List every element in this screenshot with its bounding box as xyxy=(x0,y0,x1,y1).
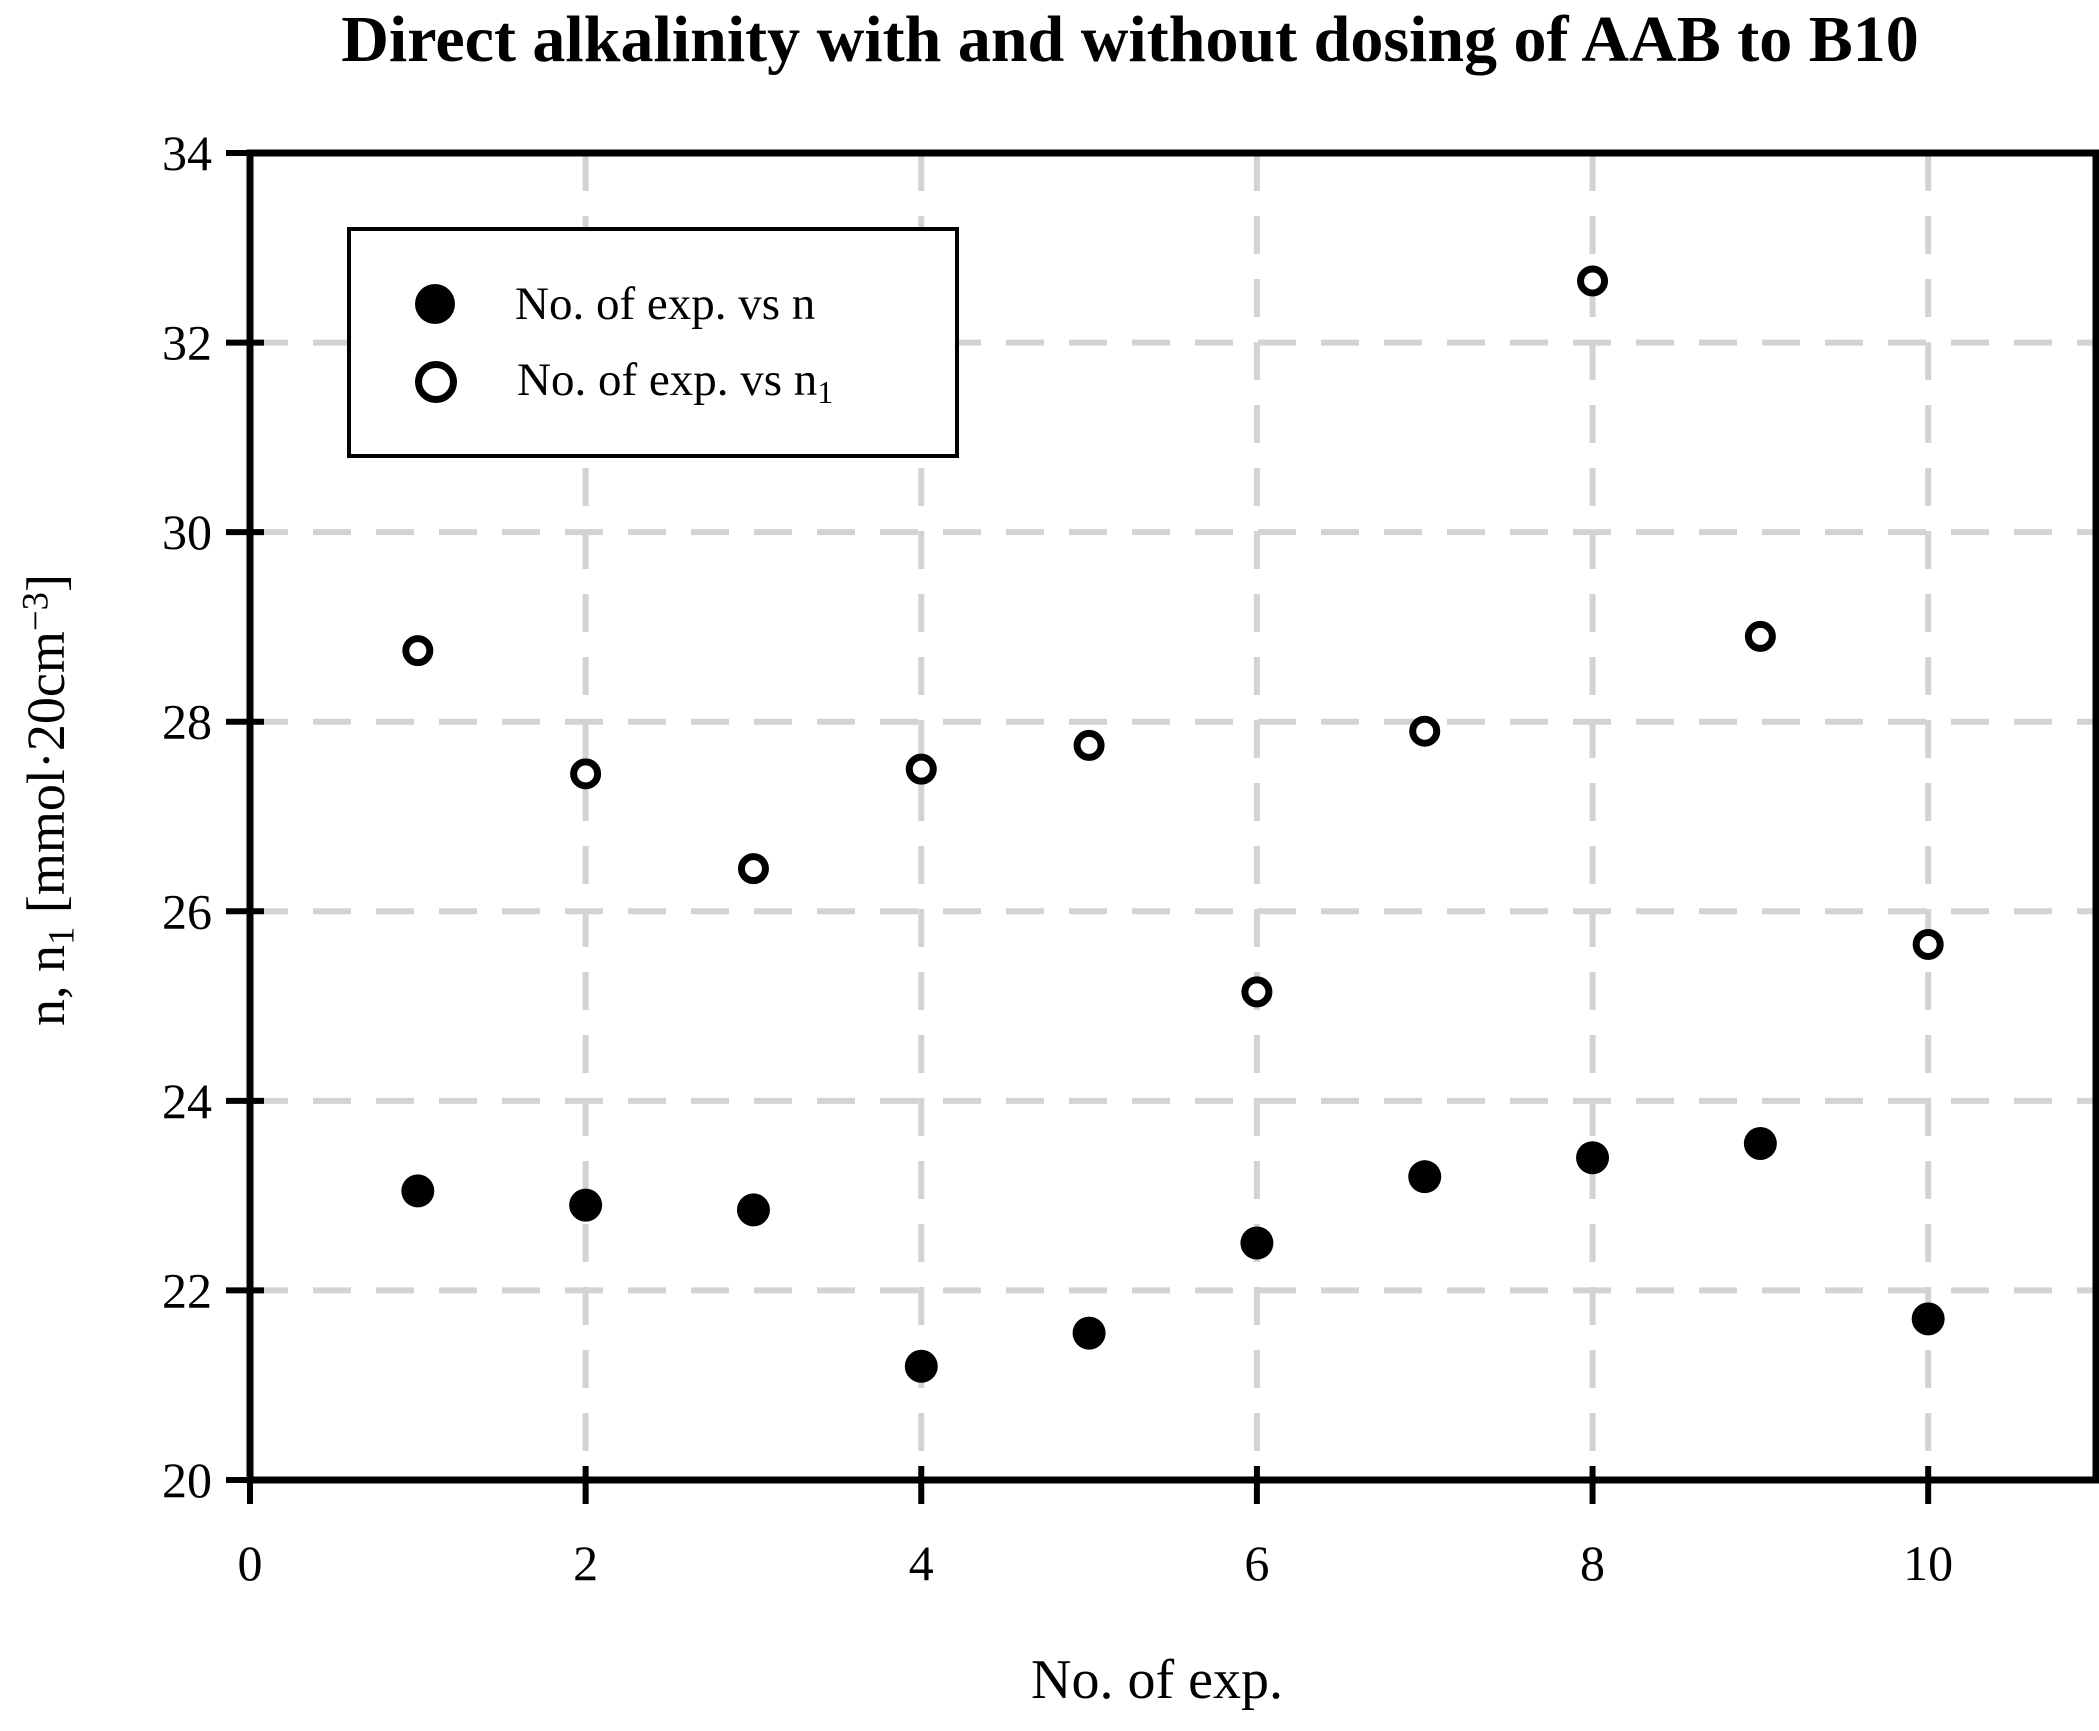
y-tick-label: 28 xyxy=(162,694,212,750)
data-point-n xyxy=(904,1349,938,1383)
data-point-n1 xyxy=(737,853,769,885)
legend-label-n: No. of exp. vs n xyxy=(515,277,816,330)
legend-item-n: No. of exp. vs n xyxy=(351,278,955,330)
y-tick-label: 22 xyxy=(162,1262,212,1318)
y-tick-label: 32 xyxy=(162,315,212,371)
data-point-n1 xyxy=(1577,265,1609,297)
data-point-n1 xyxy=(1912,928,1944,960)
open-circle-marker-icon xyxy=(415,360,457,403)
data-point-n1 xyxy=(570,758,602,790)
plot-frame xyxy=(246,149,2099,1484)
data-point-n1 xyxy=(1744,620,1776,652)
y-tick-label: 20 xyxy=(162,1452,212,1508)
data-point-n xyxy=(1408,1160,1442,1194)
legend-label-n1: No. of exp. vs n1 xyxy=(517,353,834,410)
x-tick-label: 2 xyxy=(573,1535,598,1591)
y-axis-label: n, n1 [mmol·20cm−3] xyxy=(14,574,82,1026)
x-tick-label: 6 xyxy=(1244,1535,1269,1591)
legend: No. of exp. vs n No. of exp. vs n1 xyxy=(347,227,959,458)
chart-title: Direct alkalinity with and without dosin… xyxy=(341,3,1919,76)
y-tick-label: 26 xyxy=(162,883,212,939)
data-point-n1 xyxy=(905,753,937,785)
y-tick-label: 34 xyxy=(162,125,212,181)
data-point-n1 xyxy=(402,635,434,667)
x-axis-label: No. of exp. xyxy=(1031,1649,1283,1711)
data-point-n1 xyxy=(1409,715,1441,747)
filled-circle-marker-icon xyxy=(415,283,455,324)
data-point-n xyxy=(1072,1316,1106,1350)
y-tick-label: 24 xyxy=(162,1073,212,1129)
data-point-n xyxy=(569,1188,603,1222)
data-point-n xyxy=(1743,1127,1777,1161)
data-point-n xyxy=(1911,1302,1945,1336)
data-point-n1 xyxy=(1073,729,1105,761)
data-point-n xyxy=(1576,1141,1610,1175)
data-point-n xyxy=(1240,1226,1274,1260)
x-tick-label: 0 xyxy=(238,1535,263,1591)
x-tick-label: 10 xyxy=(1903,1535,1953,1591)
data-point-n xyxy=(736,1193,770,1227)
legend-item-n1: No. of exp. vs n1 xyxy=(351,353,955,410)
x-tick-label: 8 xyxy=(1580,1535,1605,1591)
x-tick-label: 4 xyxy=(909,1535,934,1591)
y-tick-label: 30 xyxy=(162,504,212,560)
data-point-n xyxy=(401,1174,435,1208)
data-point-n1 xyxy=(1241,976,1273,1008)
